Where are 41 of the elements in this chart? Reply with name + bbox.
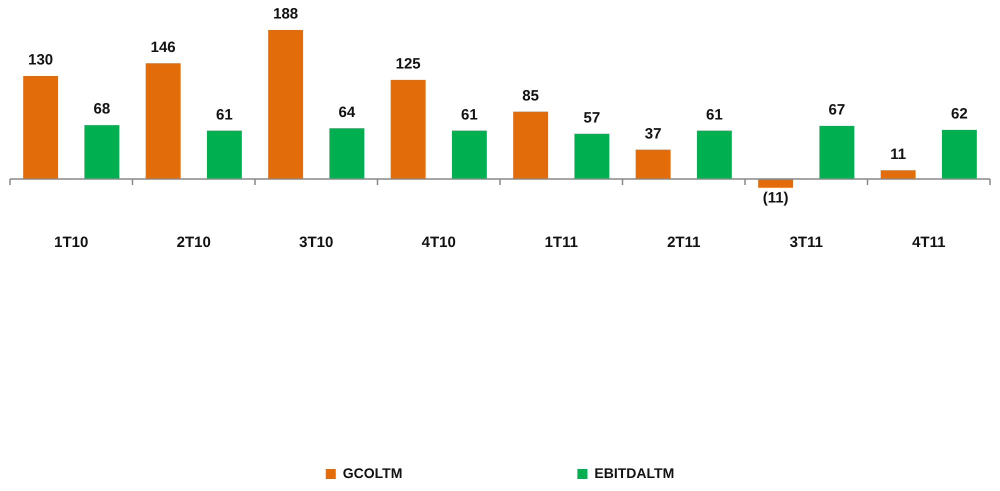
x-tick-label: 4T10 [422,234,456,252]
bar [84,125,120,179]
bar [146,63,181,179]
bar [574,134,610,179]
data-label: 37 [644,125,662,142]
data-label: 85 [522,87,539,104]
bar [758,178,794,188]
bar [23,76,58,179]
data-label: 125 [396,56,421,73]
data-label: 146 [150,38,176,56]
x-tick-label: 3T11 [790,234,823,252]
data-label: 57 [584,109,600,126]
data-label: 67 [828,102,846,119]
bar [942,130,977,179]
bar [268,30,304,179]
data-label: 62 [951,105,968,122]
bar [819,126,854,179]
legend-label: EBITDALTM [594,464,674,481]
bar [636,150,671,179]
x-tick-label: 3T10 [299,234,334,252]
x-tick-label: 1T11 [544,234,578,252]
bar [696,130,732,179]
bar [206,130,242,179]
data-label: 130 [28,52,54,69]
x-tick-label: 4T11 [912,234,946,252]
data-label: 61 [706,106,723,124]
data-label: 68 [94,100,110,118]
data-label: (11) [762,189,789,206]
legend-label: GCOLTM [342,464,402,481]
data-label: 61 [216,106,233,124]
data-label: 64 [338,104,356,121]
bar [390,80,426,179]
x-tick-label: 2T11 [667,234,700,252]
bar [452,130,487,179]
data-label: 188 [273,6,298,23]
data-label: 11 [890,146,906,163]
x-tick-label: 1T10 [54,234,88,252]
bar [513,112,548,179]
data-label: 61 [461,106,478,124]
bar [329,128,364,179]
x-tick-label: 2T10 [176,234,211,252]
